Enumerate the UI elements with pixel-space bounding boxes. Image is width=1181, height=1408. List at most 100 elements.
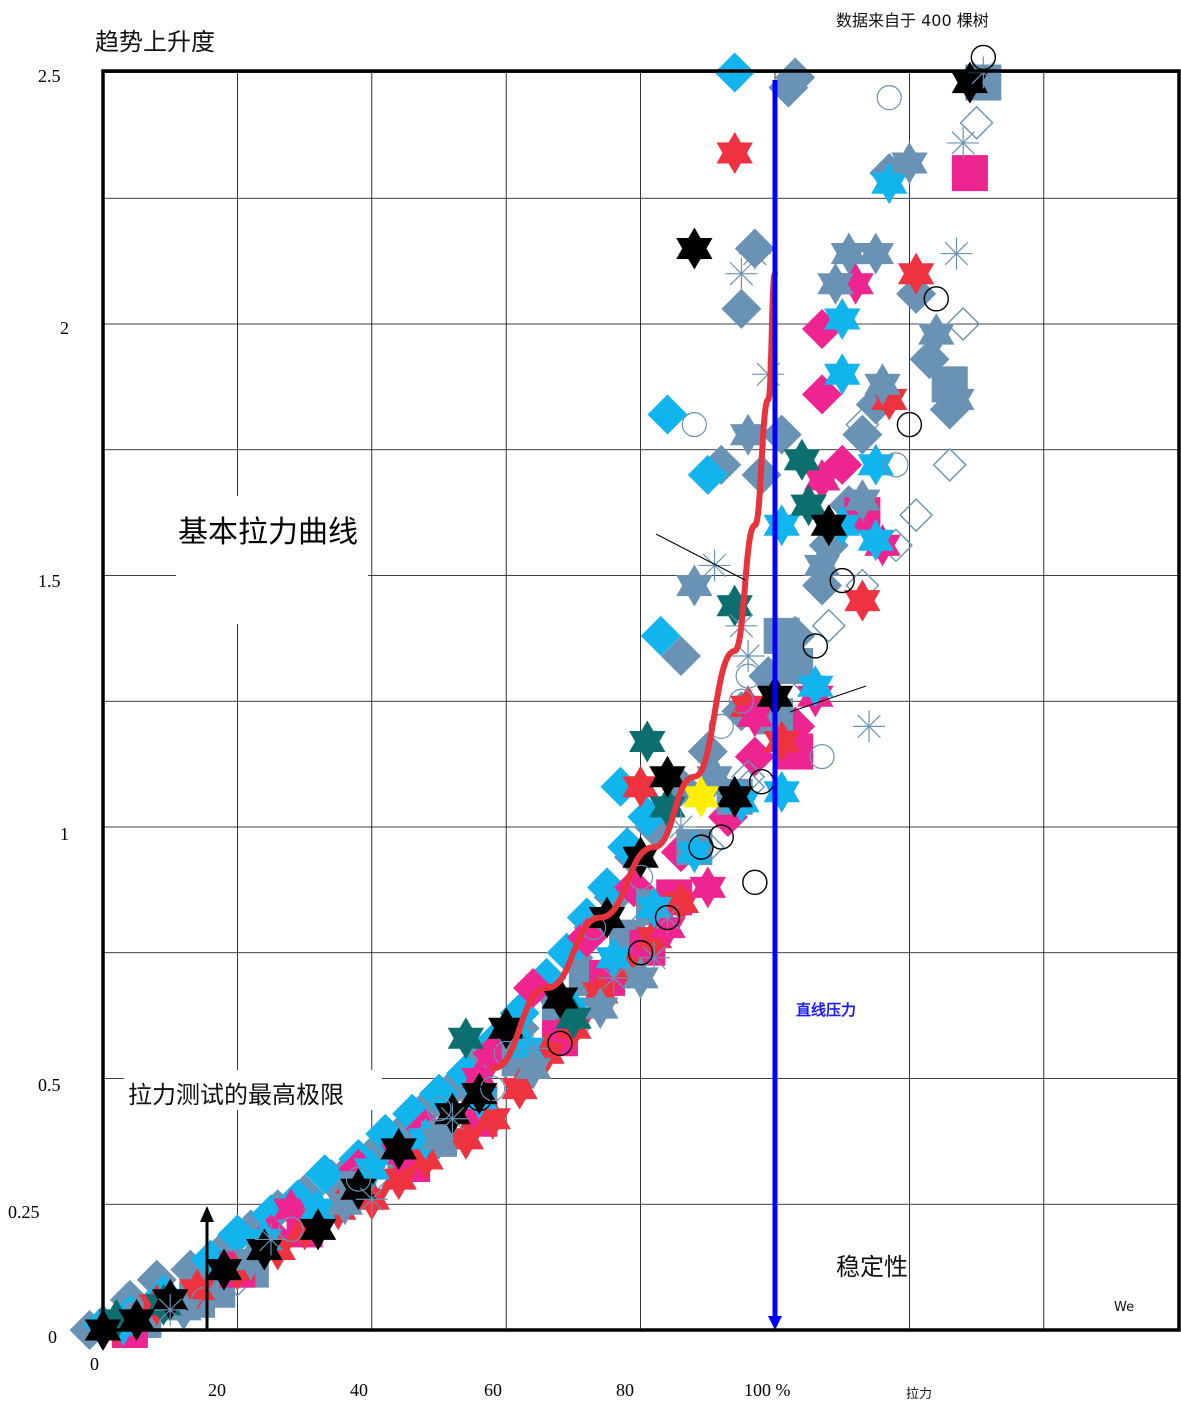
circle-marker — [480, 1075, 506, 1102]
diamond-marker — [842, 414, 883, 455]
asterisk-marker — [655, 905, 680, 930]
x-extra-label: We — [1114, 1300, 1134, 1315]
circle-marker — [735, 663, 761, 689]
asterisk-marker — [440, 1107, 465, 1131]
black-circle-marker — [688, 834, 714, 860]
star-marker — [864, 363, 901, 406]
star-marker — [797, 665, 834, 708]
open-diamond-marker — [845, 407, 880, 442]
star-marker — [676, 831, 713, 874]
star-marker — [938, 378, 975, 421]
star-marker — [844, 579, 881, 622]
diamond-marker — [687, 454, 728, 495]
basic-pull-curve — [489, 270, 778, 1072]
star-marker — [582, 987, 619, 1030]
black-circle-marker — [896, 411, 923, 438]
plot-frame — [101, 69, 1181, 1332]
star-marker — [689, 866, 726, 909]
circle-marker — [876, 85, 902, 111]
open-diamond-marker — [946, 307, 981, 341]
star-marker — [824, 298, 861, 340]
straight-pressure-arrowhead — [768, 1316, 782, 1330]
circle-marker — [681, 412, 707, 438]
star-marker — [299, 1208, 337, 1251]
black-circle-marker — [466, 1085, 493, 1112]
open-diamond-marker — [899, 498, 934, 533]
square-marker — [763, 617, 800, 654]
asterisk-marker — [743, 241, 767, 266]
asterisk-marker — [158, 1298, 182, 1322]
max-limit-label: 拉力测试的最高极限 — [128, 1081, 344, 1109]
basic-curve-label-bg — [176, 496, 368, 624]
star-marker — [447, 1017, 485, 1060]
x-tick-label: 80 — [616, 1380, 634, 1400]
annotation-overlay — [200, 80, 867, 1330]
diamond-marker — [513, 967, 554, 1008]
star-marker — [622, 956, 659, 999]
stability-label: 稳定性 — [836, 1253, 908, 1281]
circle-marker — [708, 713, 734, 740]
x-tick-label: 0 — [90, 1354, 99, 1374]
asterisk-marker — [601, 966, 626, 990]
black-circle-marker — [829, 567, 855, 594]
asterisk-marker — [642, 946, 666, 970]
diamond-marker — [647, 394, 688, 435]
star-marker — [897, 252, 935, 295]
star-marker — [716, 132, 753, 174]
curve-leader-line — [655, 533, 746, 581]
diamond-marker — [761, 414, 802, 455]
star-marker — [676, 227, 713, 270]
y-tick-label: 2 — [60, 318, 69, 338]
circle-marker — [426, 1096, 452, 1122]
black-circle-marker — [654, 904, 681, 931]
star-marker — [380, 1127, 417, 1170]
x-tick-label: 20 — [208, 1380, 226, 1400]
diamond-marker — [660, 635, 701, 676]
star-marker — [817, 262, 854, 305]
black-circle-marker — [708, 824, 734, 850]
asterisk-marker — [736, 644, 760, 668]
plot-border — [101, 69, 1181, 1332]
y-tick-label: 1.5 — [38, 571, 61, 591]
data-points — [69, 44, 1002, 1351]
asterisk-marker — [951, 131, 975, 155]
star-marker — [729, 413, 767, 456]
star-marker — [857, 519, 894, 562]
diamond-marker — [587, 867, 627, 908]
circle-marker — [883, 452, 909, 478]
diamond-marker — [775, 57, 816, 98]
x-tick-label: 40 — [350, 1380, 368, 1400]
diamond-marker — [217, 1214, 258, 1255]
black-circle-marker — [923, 286, 949, 312]
diamond-marker — [640, 615, 681, 656]
asterisk-marker — [702, 553, 727, 578]
open-diamond-marker — [811, 608, 846, 643]
star-marker — [716, 775, 753, 818]
diamond-marker — [734, 736, 775, 777]
x-tick-label: 60 — [484, 1380, 502, 1400]
y-tick-label: 1 — [60, 824, 69, 844]
star-marker — [844, 479, 881, 522]
max-limit-label-bg — [124, 1070, 382, 1110]
black-circle-marker — [802, 633, 829, 659]
star-marker — [622, 765, 659, 808]
star-marker — [824, 353, 861, 396]
diamond-marker — [721, 288, 762, 329]
x-axis-label: 拉力 — [906, 1387, 932, 1402]
basic-curve-label: 基本拉力曲线 — [178, 515, 358, 550]
circle-marker — [345, 1166, 371, 1192]
circle-marker — [809, 743, 835, 770]
chart-labels: 趋势上升度 数据来自于 400 棵树 拉力 We 2.5 2 1.5 1 0.5… — [8, 11, 1134, 1402]
star-marker — [918, 313, 955, 356]
asterisk-marker — [360, 1187, 384, 1211]
circle-marker — [278, 1216, 304, 1243]
asterisk-marker — [729, 261, 754, 286]
asterisk-marker — [521, 1036, 545, 1061]
open-diamond-marker — [959, 105, 994, 140]
black-circle-marker — [627, 940, 654, 966]
asterisk-marker — [259, 1227, 283, 1252]
max-limit-arrowhead — [200, 1206, 214, 1222]
circle-marker — [191, 1287, 217, 1313]
star-marker — [891, 142, 928, 184]
